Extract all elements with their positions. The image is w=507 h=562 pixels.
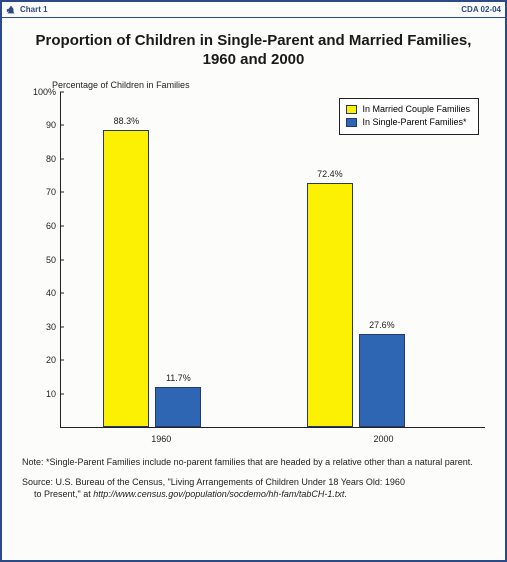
bar-fill <box>307 183 353 426</box>
chart-card: Chart 1 CDA 02-04 Proportion of Children… <box>0 0 507 562</box>
note-line: Note: *Single-Parent Families include no… <box>22 456 485 468</box>
y-tick-label: 90 <box>22 120 56 130</box>
doc-ref: CDA 02-04 <box>461 5 501 14</box>
bar-value-label: 11.7% <box>155 373 201 383</box>
bar-fill <box>155 387 201 426</box>
title-block: Proportion of Children in Single-Parent … <box>2 18 505 74</box>
chart-subtitle: Percentage of Children in Families <box>2 80 505 90</box>
chart-title: Proportion of Children in Single-Parent … <box>20 32 487 70</box>
chart-ref: Chart 1 <box>20 5 48 14</box>
y-tick-label: 30 <box>22 322 56 332</box>
source-label: Source: <box>22 477 53 487</box>
bar: 11.7% <box>155 387 201 426</box>
y-tick-label: 50 <box>22 255 56 265</box>
source-text-1: U.S. Bureau of the Census, "Living Arran… <box>56 477 405 487</box>
note-text: *Single-Parent Families include no-paren… <box>46 457 473 467</box>
legend-label: In Married Couple Families <box>362 103 470 117</box>
bell-icon <box>6 5 16 15</box>
bar: 72.4% <box>307 183 353 426</box>
header-left: Chart 1 <box>6 5 48 15</box>
source-period: . <box>344 489 347 499</box>
legend-swatch <box>346 118 357 127</box>
legend: In Married Couple FamiliesIn Single-Pare… <box>339 98 479 135</box>
bar-fill <box>103 130 149 427</box>
notes-block: Note: *Single-Parent Families include no… <box>2 446 505 500</box>
y-tick-label: 80 <box>22 154 56 164</box>
x-axis-label: 2000 <box>329 434 439 444</box>
bar-fill <box>359 334 405 427</box>
y-tick-label: 70 <box>22 187 56 197</box>
bar-value-label: 72.4% <box>307 169 353 179</box>
source-text-2: to Present," at <box>34 489 93 499</box>
note-label: Note: <box>22 457 44 467</box>
y-tick-label: 10 <box>22 389 56 399</box>
chart-area: 100%908070605040302010 In Married Couple… <box>22 92 485 446</box>
bar-value-label: 27.6% <box>359 320 405 330</box>
legend-item: In Married Couple Families <box>346 103 470 117</box>
y-tick-label: 100% <box>22 87 56 97</box>
source-url: http://www.census.gov/population/socdemo… <box>93 489 344 499</box>
legend-label: In Single-Parent Families* <box>362 116 466 130</box>
header-row: Chart 1 CDA 02-04 <box>2 2 505 18</box>
y-axis: 100%908070605040302010 <box>22 92 60 428</box>
x-axis-label: 1960 <box>106 434 216 444</box>
y-tick-label: 40 <box>22 288 56 298</box>
bar-value-label: 88.3% <box>103 116 149 126</box>
legend-swatch <box>346 105 357 114</box>
legend-item: In Single-Parent Families* <box>346 116 470 130</box>
y-tick-label: 20 <box>22 355 56 365</box>
plot-area: In Married Couple FamiliesIn Single-Pare… <box>60 92 485 428</box>
bar: 88.3% <box>103 130 149 427</box>
source-line: Source: U.S. Bureau of the Census, "Livi… <box>22 476 485 500</box>
y-tick-label: 60 <box>22 221 56 231</box>
bar: 27.6% <box>359 334 405 427</box>
